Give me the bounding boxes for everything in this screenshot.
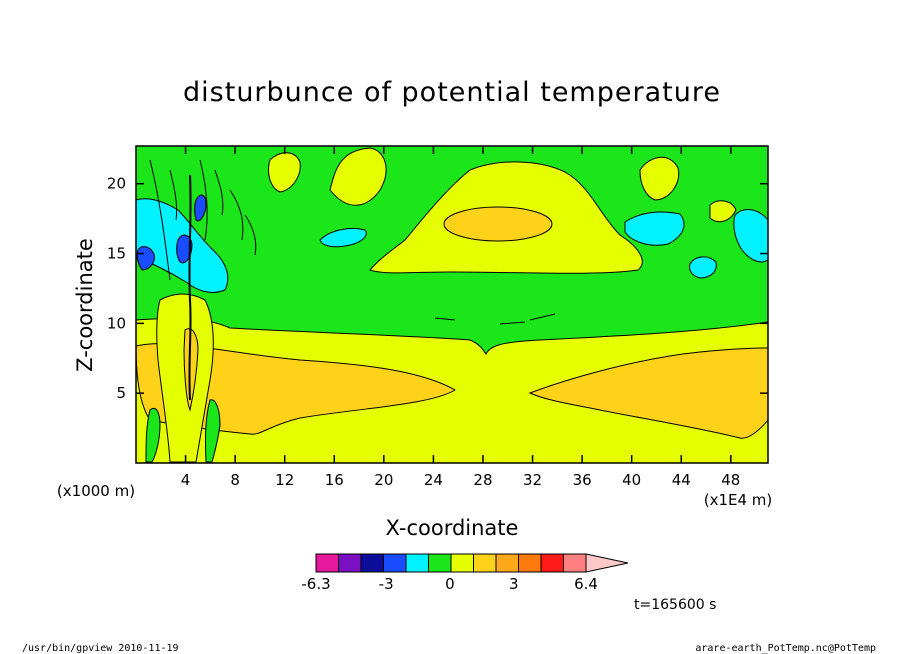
- x-tick-label: 48: [721, 471, 740, 489]
- colorbar-tick-label: -6.3: [301, 575, 330, 593]
- yellow-blob-1: [329, 147, 387, 206]
- y-tick-label: 10: [107, 314, 126, 332]
- blue-patch-2: [176, 234, 193, 264]
- x-tick-label: 16: [325, 471, 344, 489]
- yellow-blob-4: [709, 200, 737, 223]
- time-label: t=165600 s: [634, 597, 716, 613]
- x-tick-label: 28: [473, 471, 492, 489]
- colorbar-swatch: [383, 553, 407, 573]
- x-tick-label: 44: [672, 471, 691, 489]
- colorbar-swatch: [360, 553, 384, 573]
- colorbar-swatch: [473, 553, 497, 573]
- colorbar-swatch: [428, 553, 452, 573]
- y-axis-ticks: 5 10 15 20: [107, 175, 768, 402]
- thin-shear-lines: [434, 313, 556, 325]
- x-tick-label: 32: [523, 471, 542, 489]
- colorbar-tick-label: -3: [379, 575, 394, 593]
- cyan-patch-3: [689, 256, 717, 279]
- contour-lines-left: [149, 159, 257, 281]
- colorbar-tick-label: 0: [445, 575, 455, 593]
- blue-patch-1: [136, 246, 155, 271]
- warm-anomaly-right: [528, 347, 768, 439]
- colorbar: [315, 553, 629, 573]
- x-tick-label: 40: [622, 471, 641, 489]
- x-axis-label: X-coordinate: [386, 516, 519, 540]
- colorbar-tick-label: 6.4: [574, 575, 598, 593]
- y-tick-label: 20: [107, 175, 126, 193]
- colorbar-swatch: [450, 553, 474, 573]
- x-axis-ticks: 4 8 12 16 20 24 28 32 36 40 44 48: [181, 146, 740, 489]
- colorbar-swatch: [315, 553, 339, 573]
- orange-core: [183, 328, 199, 412]
- colorbar-tick-label: 3: [509, 575, 519, 593]
- colorbar-swatch: [405, 553, 429, 573]
- cyan-patch-2: [624, 211, 685, 246]
- plot-area: [136, 146, 768, 463]
- footer-right: arare-earth_PotTemp.nc@PotTemp: [695, 643, 876, 654]
- colorbar-arrow: [585, 553, 629, 573]
- green-fingers: [145, 399, 221, 463]
- colorbar-swatch: [495, 553, 519, 573]
- upper-dome-core: [443, 206, 553, 242]
- colorbar-swatch: [540, 553, 564, 573]
- blue-patch-3: [194, 194, 207, 222]
- x-tick-label: 36: [573, 471, 592, 489]
- plot-frame: [135, 145, 769, 464]
- x-tick-label: 24: [424, 471, 443, 489]
- colorbar-swatch: [338, 553, 362, 573]
- x-tick-label: 20: [374, 471, 393, 489]
- x-tick-label: 4: [181, 471, 191, 489]
- footer-left: /usr/bin/gpview 2010-11-19: [22, 643, 179, 654]
- yellow-blob-3: [267, 152, 301, 193]
- y-tick-label: 5: [116, 384, 126, 402]
- dark-streak: [188, 174, 192, 401]
- colorbar-labels: -6.3 -3 0 3 6.4: [301, 575, 598, 593]
- x-tick-label: 8: [230, 471, 240, 489]
- x-unit-label: (x1E4 m): [704, 491, 773, 509]
- cyan-patch-1: [319, 227, 367, 248]
- cyan-patch-4: [733, 209, 768, 263]
- chart-title: disturbunce of potential temperature: [183, 77, 721, 108]
- yellow-blob-2: [639, 156, 680, 201]
- y-unit-label: (x1000 m): [57, 482, 135, 500]
- y-tick-label: 15: [107, 245, 126, 263]
- colorbar-swatch: [518, 553, 542, 573]
- colorbar-swatch: [563, 553, 587, 573]
- y-axis-label: Z-coordinate: [73, 238, 97, 372]
- x-tick-label: 12: [275, 471, 294, 489]
